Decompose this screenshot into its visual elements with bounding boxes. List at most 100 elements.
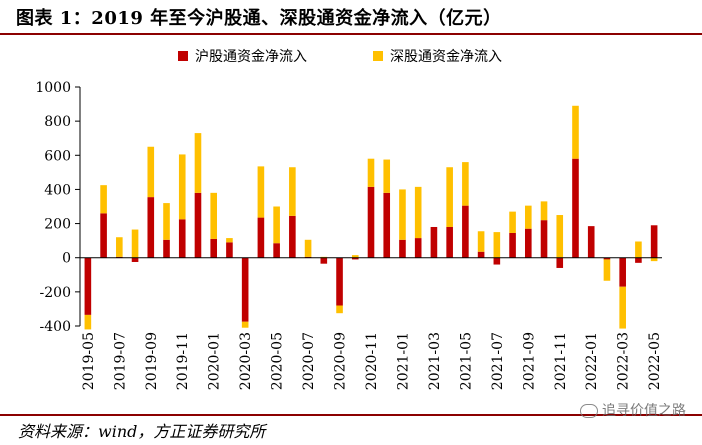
bar-sh-2022-02 xyxy=(603,257,611,260)
x-tick-label: 2019-07 xyxy=(112,332,128,390)
watermark: 追寻价值之路 xyxy=(580,400,686,420)
bar-sz-2021-07 xyxy=(493,232,501,258)
bar-sz-2019-09 xyxy=(147,146,155,198)
x-tick-label: 2020-05 xyxy=(270,332,286,390)
x-tick-label: 2020-11 xyxy=(364,332,380,390)
y-tick-label: 1000 xyxy=(35,80,71,96)
bar-sh-2020-10 xyxy=(351,257,359,260)
bar-sz-2019-12 xyxy=(194,133,202,193)
bar-sh-2021-02 xyxy=(414,238,422,258)
bar-sh-2020-08 xyxy=(320,257,328,264)
y-tick-label: -200 xyxy=(40,285,71,301)
bar-sz-2021-05 xyxy=(462,162,469,206)
footer-rule xyxy=(0,414,702,416)
bar-sz-2020-04 xyxy=(257,166,265,218)
bar-sz-2022-03 xyxy=(619,286,626,329)
bar-sz-2019-06 xyxy=(100,185,107,214)
x-tick-label: 2022-01 xyxy=(584,332,600,390)
bar-sh-2019-11 xyxy=(178,219,186,258)
chart-title: 图表 1：2019 年至今沪股通、深股通资金净流入（亿元） xyxy=(16,8,502,29)
bar-sz-2020-10 xyxy=(351,255,359,258)
source-note: 资料来源：wind，方正证券研究所 xyxy=(18,422,266,441)
chart-area: -400 -200 0 200 400 600 800 1000 2019-05 2019-07 2… xyxy=(35,49,663,390)
bar-sh-2019-06 xyxy=(100,213,107,258)
bar-sh-2021-07 xyxy=(493,257,501,265)
bar-sz-2021-06 xyxy=(477,231,485,252)
y-tick-label: 0 xyxy=(62,251,71,267)
bar-sz-2019-08 xyxy=(131,229,139,258)
legend-swatch-sh xyxy=(178,51,188,61)
bar-sz-2022-05 xyxy=(650,257,658,262)
bar-sz-2020-02 xyxy=(226,238,233,243)
bar-sz-2021-04 xyxy=(446,167,453,227)
bar-sz-2019-11 xyxy=(178,154,186,220)
bar-sz-2020-09 xyxy=(336,305,343,314)
bar-sh-2021-09 xyxy=(524,228,532,258)
bar-sh-2021-12 xyxy=(572,158,579,258)
legend-swatch-sz xyxy=(373,51,383,61)
bar-sh-2020-05 xyxy=(273,243,280,258)
bar-sh-2020-01 xyxy=(210,238,218,258)
bar-sz-2021-01 xyxy=(399,189,406,240)
bar-sz-2021-10 xyxy=(540,201,548,221)
y-tick-label: 600 xyxy=(44,148,71,164)
y-tick-label: 400 xyxy=(44,182,71,198)
bar-sz-2020-07 xyxy=(304,239,312,257)
bar-sh-2020-11 xyxy=(367,186,375,258)
bar-sh-2019-09 xyxy=(147,197,155,258)
bar-sh-2020-03 xyxy=(241,257,249,322)
bar-sz-2019-05 xyxy=(84,314,92,330)
bar-sz-2022-04 xyxy=(635,241,642,258)
bar-sh-2020-02 xyxy=(226,242,233,258)
x-tick-label: 2022-03 xyxy=(616,332,632,390)
y-tick-label: 200 xyxy=(44,217,71,233)
bar-sh-2021-03 xyxy=(430,226,438,258)
x-tick-label: 2019-05 xyxy=(81,332,97,390)
bar-sh-2022-04 xyxy=(635,257,642,263)
bar-sh-2022-05 xyxy=(650,225,658,258)
x-tick-label: 2019-11 xyxy=(175,332,191,390)
bar-sh-2019-05 xyxy=(84,257,92,315)
bar-sz-2019-07 xyxy=(116,237,123,257)
bar-sz-2020-11 xyxy=(367,158,375,187)
bar-sh-2021-10 xyxy=(540,220,548,258)
bar-sh-2021-05 xyxy=(462,205,469,258)
bar-sh-2021-06 xyxy=(477,251,485,258)
bar-sh-2022-01 xyxy=(587,226,595,258)
x-tick-label: 2020-01 xyxy=(207,332,223,390)
legend-label-sh: 沪股通资金净流入 xyxy=(195,49,307,65)
x-tick-label: 2019-09 xyxy=(144,332,160,390)
x-tick-label: 2021-07 xyxy=(490,332,506,390)
bar-sz-2020-01 xyxy=(210,192,218,239)
header-rule xyxy=(0,33,702,35)
x-tick-label: 2022-05 xyxy=(647,332,663,390)
x-tick-label: 2020-09 xyxy=(333,332,349,390)
bar-sh-2021-08 xyxy=(509,232,516,258)
watermark-text: 追寻价值之路 xyxy=(602,403,686,419)
x-tick-label: 2021-05 xyxy=(458,332,474,390)
bar-sz-2022-02 xyxy=(603,259,611,281)
bar-sz-2020-03 xyxy=(241,321,249,328)
bar-sz-2021-02 xyxy=(414,186,422,239)
wechat-icon xyxy=(580,404,598,418)
bar-sz-2021-09 xyxy=(524,205,532,229)
bar-sz-2020-06 xyxy=(289,167,296,216)
bar-sh-2019-12 xyxy=(194,192,202,258)
bar-sh-2020-09 xyxy=(336,257,343,306)
x-tick-label: 2021-11 xyxy=(553,332,569,390)
x-tick-label: 2020-07 xyxy=(301,332,317,390)
bar-sh-2021-01 xyxy=(399,239,406,258)
x-tick-label: 2021-09 xyxy=(521,332,537,390)
bar-sh-2020-04 xyxy=(257,217,265,258)
y-tick-label: 800 xyxy=(44,114,71,130)
bar-sh-2022-03 xyxy=(619,257,626,287)
bar-sh-2020-06 xyxy=(289,215,296,258)
x-tick-label: 2021-01 xyxy=(395,332,411,390)
bar-sh-2019-08 xyxy=(131,257,139,262)
bar-sz-2019-10 xyxy=(163,203,170,240)
bar-sh-2021-04 xyxy=(446,226,453,258)
bar-sh-2021-11 xyxy=(556,257,564,268)
bar-sz-2021-12 xyxy=(572,105,579,159)
bar-sz-2020-12 xyxy=(383,159,391,193)
y-tick-label: -400 xyxy=(40,319,71,335)
